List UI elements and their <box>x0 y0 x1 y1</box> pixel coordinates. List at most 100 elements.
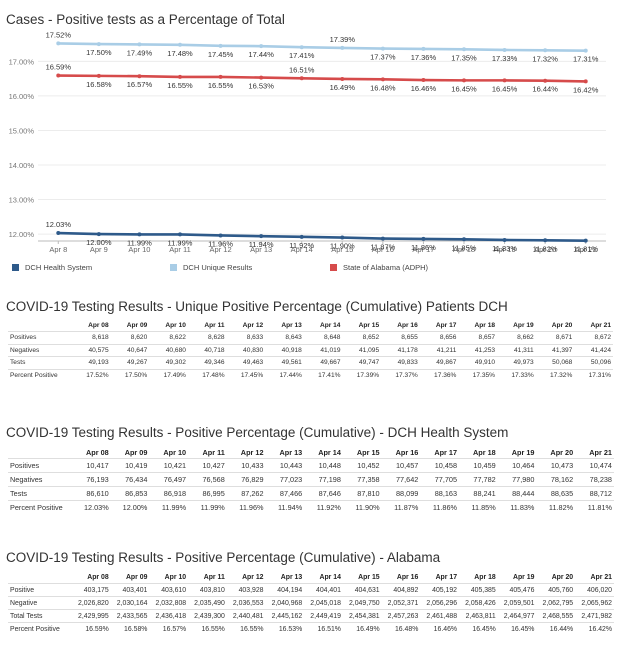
table-cell: 41,424 <box>574 343 613 357</box>
table-cell: 2,036,553 <box>226 596 266 610</box>
table-cell: 41,253 <box>458 343 498 357</box>
table-row: Negatives 40,575 40,647 40,680 40,718 40,830 4… <box>8 343 613 357</box>
data-point <box>462 237 466 242</box>
column-header: Apr 21 <box>590 322 611 329</box>
table-cell: 16.46% <box>420 622 460 635</box>
table-cell: 12.00% <box>110 500 150 514</box>
x-tick-label: Apr 10 <box>128 245 150 254</box>
column-header: Apr 12 <box>242 322 264 329</box>
data-label: 17.48% <box>167 49 193 58</box>
column-header: Apr 13 <box>281 322 302 329</box>
table-cell: 8,618 <box>72 331 111 344</box>
data-label: 11.87% <box>370 243 395 252</box>
table-cell: 40,830 <box>226 343 266 357</box>
data-point <box>380 46 385 51</box>
table-cell: 40,647 <box>110 343 150 357</box>
data-label: 11.82% <box>533 244 558 253</box>
table-cell: 2,433,565 <box>110 609 150 623</box>
legend-swatch <box>330 264 337 271</box>
table-cell: 11.94% <box>265 500 305 514</box>
row-label: Tests <box>8 356 72 369</box>
data-label: 16.59% <box>46 63 72 72</box>
table-cell: 8,622 <box>149 331 188 344</box>
x-tick-label: Apr 18 <box>453 245 475 254</box>
data-label: 17.33% <box>492 54 518 63</box>
data-point <box>178 232 182 237</box>
table-header-row: Apr 08 Apr 09 Apr 10 Apr 11 Apr 12 Apr 13 Apr … <box>8 447 614 459</box>
column-header: Apr 18 <box>474 322 496 329</box>
table-cell: 76,193 <box>72 472 111 487</box>
column-header: Apr 21 <box>589 448 612 457</box>
column-header: Apr 20 <box>551 322 573 329</box>
data-label: 16.42% <box>573 85 599 94</box>
table-cell: 88,241 <box>459 486 498 501</box>
table-cell: 16.59% <box>72 622 111 635</box>
line-chart: 12.00% 13.00% 14.00% 15.00% 16.00% 17.00% Apr … <box>9 30 606 254</box>
data-point <box>137 42 142 47</box>
table-cell: 77,782 <box>459 472 498 487</box>
table-cell: 41,178 <box>381 343 420 357</box>
data-label: 17.39% <box>330 35 356 44</box>
column-header: Apr 12 <box>242 574 264 581</box>
table-cell: 88,444 <box>497 486 537 501</box>
table-cell: 16.58% <box>110 622 150 635</box>
table-title-unique-dch: COVID-19 Testing Results - Unique Positi… <box>6 299 508 314</box>
data-label: 11.85% <box>452 243 477 252</box>
data-point <box>340 235 345 240</box>
legend-item-state-of-alabama: State of Alabama (ADPH) <box>330 263 428 272</box>
table-cell: 10,473 <box>536 458 576 473</box>
data-label: 12.00% <box>86 238 112 247</box>
chart-title: Cases - Positive tests as a Percentage o… <box>6 12 285 27</box>
table-cell: 49,193 <box>72 356 111 369</box>
table-cell: 16.44% <box>536 622 576 635</box>
column-header: Apr 08 <box>85 448 109 457</box>
data-label: 17.44% <box>248 50 274 59</box>
data-point <box>178 74 182 79</box>
table-cell: 8,643 <box>265 331 304 344</box>
table-cell: 10,421 <box>149 458 189 473</box>
table-cell: 10,459 <box>459 458 498 473</box>
series-line <box>58 74 586 83</box>
table-cell: 50,096 <box>574 356 613 369</box>
column-header: Apr 09 <box>126 322 148 329</box>
y-tick-label: 14.00% <box>9 161 35 170</box>
row-label: Percent Positive <box>8 500 72 514</box>
table-cell: 8,672 <box>574 331 613 344</box>
data-point <box>543 78 548 83</box>
table-cell: 87,646 <box>304 486 343 501</box>
row-label: Tests <box>8 486 72 501</box>
table-title-dch-health-system: COVID-19 Testing Results - Positive Perc… <box>6 425 509 440</box>
series-line <box>58 231 586 242</box>
table-cell: 40,718 <box>187 343 227 357</box>
table-cell: 11.99% <box>149 500 189 514</box>
table-cell: 8,656 <box>419 331 459 344</box>
data-label: 16.48% <box>370 83 396 92</box>
table-cell: 2,059,501 <box>497 596 537 610</box>
table-cell: 87,466 <box>265 486 305 501</box>
column-header: Apr 16 <box>395 448 419 457</box>
data-label: 11.94% <box>249 240 274 249</box>
table-cell: 77,358 <box>342 472 382 487</box>
table-cell: 17.52% <box>72 368 111 381</box>
table-cell: 8,633 <box>226 331 266 344</box>
table-cell: 17.37% <box>381 368 420 381</box>
table-cell: 10,452 <box>342 458 382 473</box>
table-row: Positives 10,417 10,419 10,421 10,427 10,433 1… <box>8 458 614 473</box>
data-label: 17.45% <box>208 50 234 59</box>
x-tick-label: Apr 19 <box>494 245 516 254</box>
table-cell: 50,068 <box>535 356 575 369</box>
table-cell: 2,449,419 <box>304 609 343 623</box>
table-cell: 2,468,555 <box>536 609 576 623</box>
column-header: Apr 16 <box>397 322 418 329</box>
column-header: Apr 10 <box>164 574 187 581</box>
table-cell: 10,457 <box>381 458 421 473</box>
table-cell: 17.41% <box>303 368 343 381</box>
column-header: Apr 20 <box>551 574 574 581</box>
row-label: Total Tests <box>8 609 72 623</box>
table-cell: 49,463 <box>226 356 266 369</box>
table-cell: 17.33% <box>497 368 536 381</box>
table-cell: 17.31% <box>574 368 613 381</box>
table-row: Negatives 76,193 76,434 76,497 76,568 76,829 7… <box>8 472 614 487</box>
table-cell: 8,657 <box>458 331 498 344</box>
table-cell: 17.35% <box>458 368 498 381</box>
